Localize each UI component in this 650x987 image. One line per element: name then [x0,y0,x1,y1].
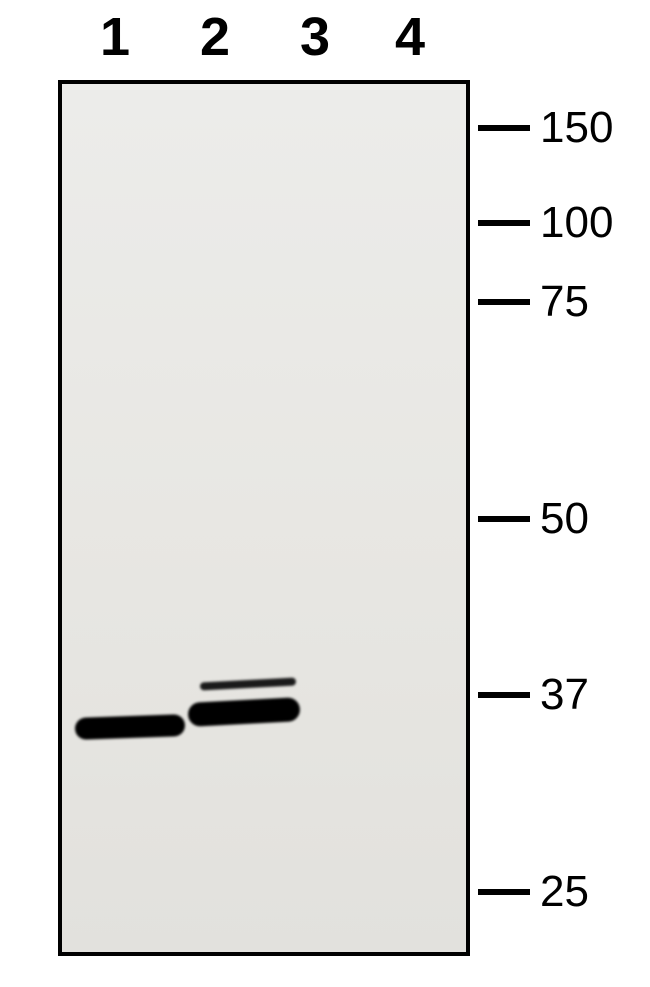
mw-label: 150 [540,103,613,153]
lane-label: 4 [395,6,425,68]
mw-label: 75 [540,277,589,327]
mw-label: 37 [540,670,589,720]
lane-label: 1 [100,6,130,68]
band-lane1 [75,714,186,740]
mw-tick [478,889,530,895]
lane-label: 3 [300,6,330,68]
blot-background [62,84,466,952]
mw-tick [478,516,530,522]
lane-label: 2 [200,6,230,68]
figure-canvas: 1 2 3 4 150 100 75 50 37 25 [0,0,650,987]
mw-tick [478,299,530,305]
mw-tick [478,692,530,698]
mw-tick [478,125,530,131]
mw-label: 25 [540,867,589,917]
mw-label: 100 [540,198,613,248]
blot-membrane [58,80,470,956]
mw-tick [478,220,530,226]
mw-label: 50 [540,494,589,544]
